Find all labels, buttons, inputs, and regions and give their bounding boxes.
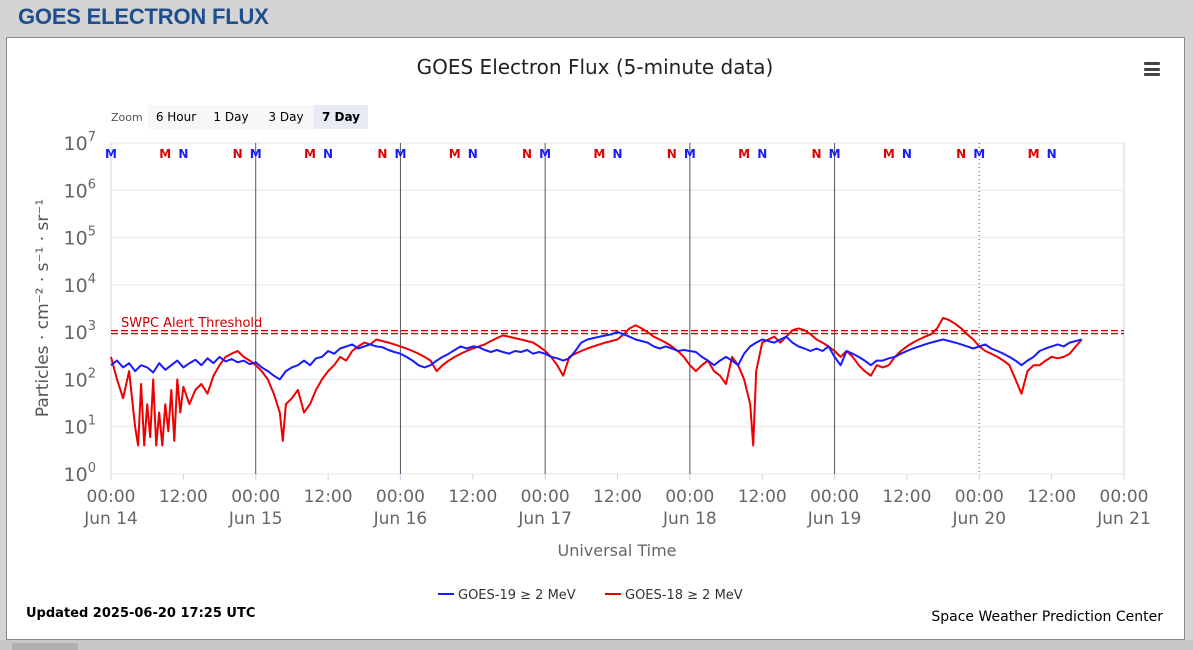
zoom-button-label: 6 Hour <box>156 110 196 124</box>
x-tick-date-label: Jun 17 <box>517 509 572 529</box>
x-axis-title: Universal Time <box>557 541 676 560</box>
zoom-button-label: 3 Day <box>268 110 303 124</box>
x-tick-date-label: Jun 15 <box>228 509 283 529</box>
midnight-marker: M <box>449 147 461 161</box>
zoom-button-bg[interactable] <box>148 105 204 129</box>
zoom-label: Zoom <box>111 111 143 124</box>
noon-marker: N <box>522 147 532 161</box>
noon-marker: N <box>902 147 912 161</box>
midnight-marker: M <box>593 147 605 161</box>
x-tick-time-label: 12:00 <box>448 487 497 507</box>
x-tick-time-label: 12:00 <box>1027 487 1076 507</box>
x-tick-time-label: 00:00 <box>955 487 1004 507</box>
credit-text: Space Weather Prediction Center <box>931 609 1163 625</box>
zoom-button-bg[interactable] <box>258 105 314 129</box>
chart-title: GOES Electron Flux (5-minute data) <box>417 55 774 79</box>
noon-marker: N <box>178 147 188 161</box>
bottom-tab[interactable] <box>12 643 78 650</box>
y-tick-label: 107 <box>64 130 96 155</box>
x-tick-time-label: 00:00 <box>1100 487 1149 507</box>
x-tick-time-label: 00:00 <box>376 487 425 507</box>
noon-marker: N <box>377 147 387 161</box>
x-tick-date-label: Jun 21 <box>1096 509 1151 529</box>
y-tick-label: 100 <box>64 461 96 486</box>
midnight-marker: M <box>684 147 696 161</box>
noon-marker: N <box>667 147 677 161</box>
plot-area <box>110 142 1125 475</box>
noon-marker: N <box>956 147 966 161</box>
midnight-marker: M <box>883 147 895 161</box>
x-tick-time-label: 12:00 <box>159 487 208 507</box>
bottom-scroll-strip <box>0 640 1193 650</box>
x-tick-time-label: 00:00 <box>810 487 859 507</box>
noon-marker: N <box>612 147 622 161</box>
y-tick-label: 105 <box>64 225 96 250</box>
noon-marker: N <box>811 147 821 161</box>
chart-legend: GOES-19 ≥ 2 MeV GOES-18 ≥ 2 MeV <box>438 588 743 603</box>
x-tick-date-label: Jun 19 <box>807 509 862 529</box>
legend-item[interactable]: GOES-18 ≥ 2 MeV <box>605 588 743 603</box>
x-tick-time-label: 00:00 <box>521 487 570 507</box>
midnight-marker: M <box>105 147 117 161</box>
noon-marker: N <box>323 147 333 161</box>
x-tick-date-label: Jun 20 <box>951 509 1006 529</box>
midnight-marker: M <box>1028 147 1040 161</box>
midnight-marker: M <box>304 147 316 161</box>
zoom-button-7-day[interactable]: 7 Day <box>314 105 368 129</box>
y-tick-label: 104 <box>64 272 96 297</box>
page-title: GOES ELECTRON FLUX <box>18 4 269 29</box>
x-tick-time-label: 12:00 <box>593 487 642 507</box>
midnight-marker: M <box>159 147 171 161</box>
noon-marker: N <box>757 147 767 161</box>
goes-19-series-line <box>110 331 1083 381</box>
x-tick-time-label: 12:00 <box>304 487 353 507</box>
y-axis-title: Particles · cm⁻² · s⁻¹ · sr⁻¹ <box>33 199 53 417</box>
zoom-controls: Zoom 6 Hour 1 Day 3 Day 7 Day <box>111 105 368 129</box>
x-tick-date-label: Jun 14 <box>83 509 138 529</box>
legend-item[interactable]: GOES-19 ≥ 2 MeV <box>438 588 576 603</box>
zoom-button-label: 1 Day <box>213 110 248 124</box>
midnight-marker: M <box>738 147 750 161</box>
y-tick-label: 102 <box>64 366 96 391</box>
legend-label: GOES-18 ≥ 2 MeV <box>625 588 743 603</box>
midnight-marker: M <box>539 147 551 161</box>
midnight-marker: M <box>394 147 406 161</box>
page-header: GOES ELECTRON FLUX <box>0 0 1193 36</box>
zoom-button-label: 7 Day <box>322 110 360 124</box>
midnight-marker: M <box>250 147 262 161</box>
x-tick-time-label: 12:00 <box>738 487 787 507</box>
noon-marker: N <box>1047 147 1057 161</box>
zoom-button-1-day[interactable]: 1 Day <box>204 105 258 129</box>
legend-label: GOES-19 ≥ 2 MeV <box>458 588 576 603</box>
zoom-button-bg[interactable] <box>204 105 258 129</box>
zoom-button-bg[interactable] <box>314 105 368 129</box>
noon-marker: N <box>468 147 478 161</box>
alert-threshold-label: SWPC Alert Threshold <box>121 316 262 331</box>
midnight-marker: M <box>973 147 985 161</box>
updated-timestamp: Updated 2025-06-20 17:25 UTC <box>26 606 255 621</box>
zoom-button-6-hour[interactable]: 6 Hour <box>148 105 204 129</box>
hamburger-menu-icon[interactable] <box>1144 62 1162 78</box>
x-tick-time-label: 00:00 <box>665 487 714 507</box>
midnight-marker: M <box>829 147 841 161</box>
y-tick-label: 106 <box>64 177 96 202</box>
x-tick-time-label: 00:00 <box>87 487 136 507</box>
noon-marker: N <box>233 147 243 161</box>
x-tick-date-label: Jun 16 <box>373 509 428 529</box>
y-tick-label: 103 <box>64 319 96 344</box>
x-tick-time-label: 12:00 <box>882 487 931 507</box>
y-tick-label: 101 <box>64 414 96 439</box>
x-tick-time-label: 00:00 <box>231 487 280 507</box>
zoom-button-3-day[interactable]: 3 Day <box>258 105 314 129</box>
x-tick-date-label: Jun 18 <box>662 509 717 529</box>
